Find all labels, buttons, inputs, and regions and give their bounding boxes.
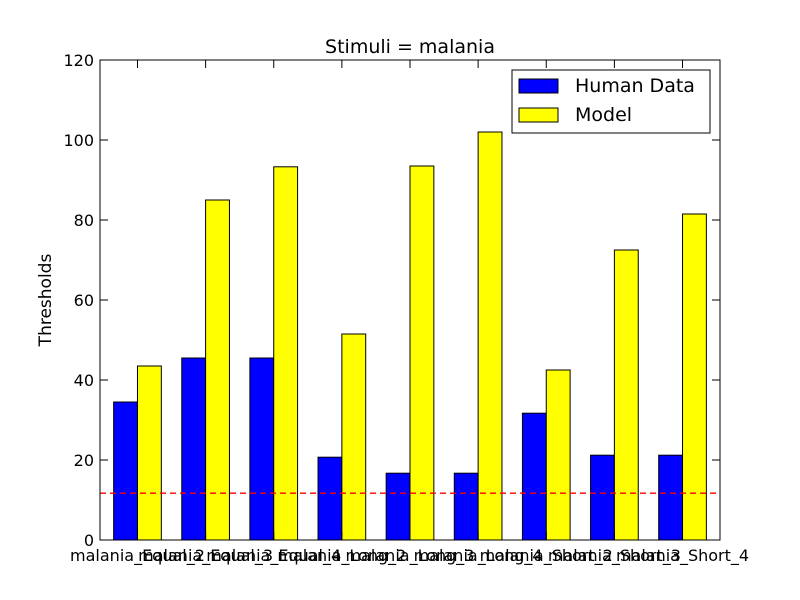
bar-model-8 [613,249,639,541]
bar-model-5 [409,165,435,541]
chart-title: Stimuli = malania [325,36,495,58]
legend-label-1: Human Data [575,75,695,97]
y-tick-label: 120 [63,51,94,70]
x-tick-label: malania_Short_2 [480,546,613,566]
x-tick-label: malania_Equal_3 [138,546,273,566]
legend-swatch-2 [518,107,559,123]
bar-human-data-5 [385,472,411,541]
x-tick-label: malania_Long_4 [414,546,543,566]
bar-human-data-7 [521,412,547,541]
bar-human-data-4 [317,456,343,541]
plot-frame [99,59,721,541]
y-tick-label: 40 [74,371,94,390]
legend: Human Data Model [511,69,711,134]
bar-human-data-8 [590,454,615,541]
y-tick-label: 80 [74,211,94,230]
x-tick-label: malania_Long_2 [277,546,406,566]
bar-model-7 [545,369,571,541]
legend-swatch-1 [518,78,559,94]
bar-model-1 [136,365,162,541]
x-tick-label: malania_Short_3 [548,546,681,566]
y-tick-label: 20 [74,451,94,470]
bar-model-9 [682,213,707,541]
bar-human-data-1 [113,401,138,541]
bar-model-4 [341,333,367,541]
bar-model-6 [477,131,503,541]
bar-human-data-2 [181,357,207,541]
bar-human-data-3 [249,357,275,541]
x-tick-label: malania_Equal_4 [206,546,341,566]
bar-human-data-6 [453,472,479,541]
y-tick-label: 60 [74,291,94,310]
x-tick-label: malania_Long_3 [346,546,475,566]
x-tick-label: malania_Short_4 [616,546,749,566]
x-axis-ticks: malania_Equal_2malania_Equal_3malania_Eq… [70,60,749,566]
y-axis-label: Thresholds [36,254,56,348]
y-tick-label: 100 [63,131,94,150]
bars-group [113,131,707,541]
bar-human-data-9 [658,454,684,541]
bar-model-3 [273,166,299,541]
bar-model-2 [205,199,230,541]
legend-label-2: Model [575,104,632,126]
x-tick-label: malania_Equal_2 [70,546,205,566]
y-tick-label: 0 [84,531,94,550]
